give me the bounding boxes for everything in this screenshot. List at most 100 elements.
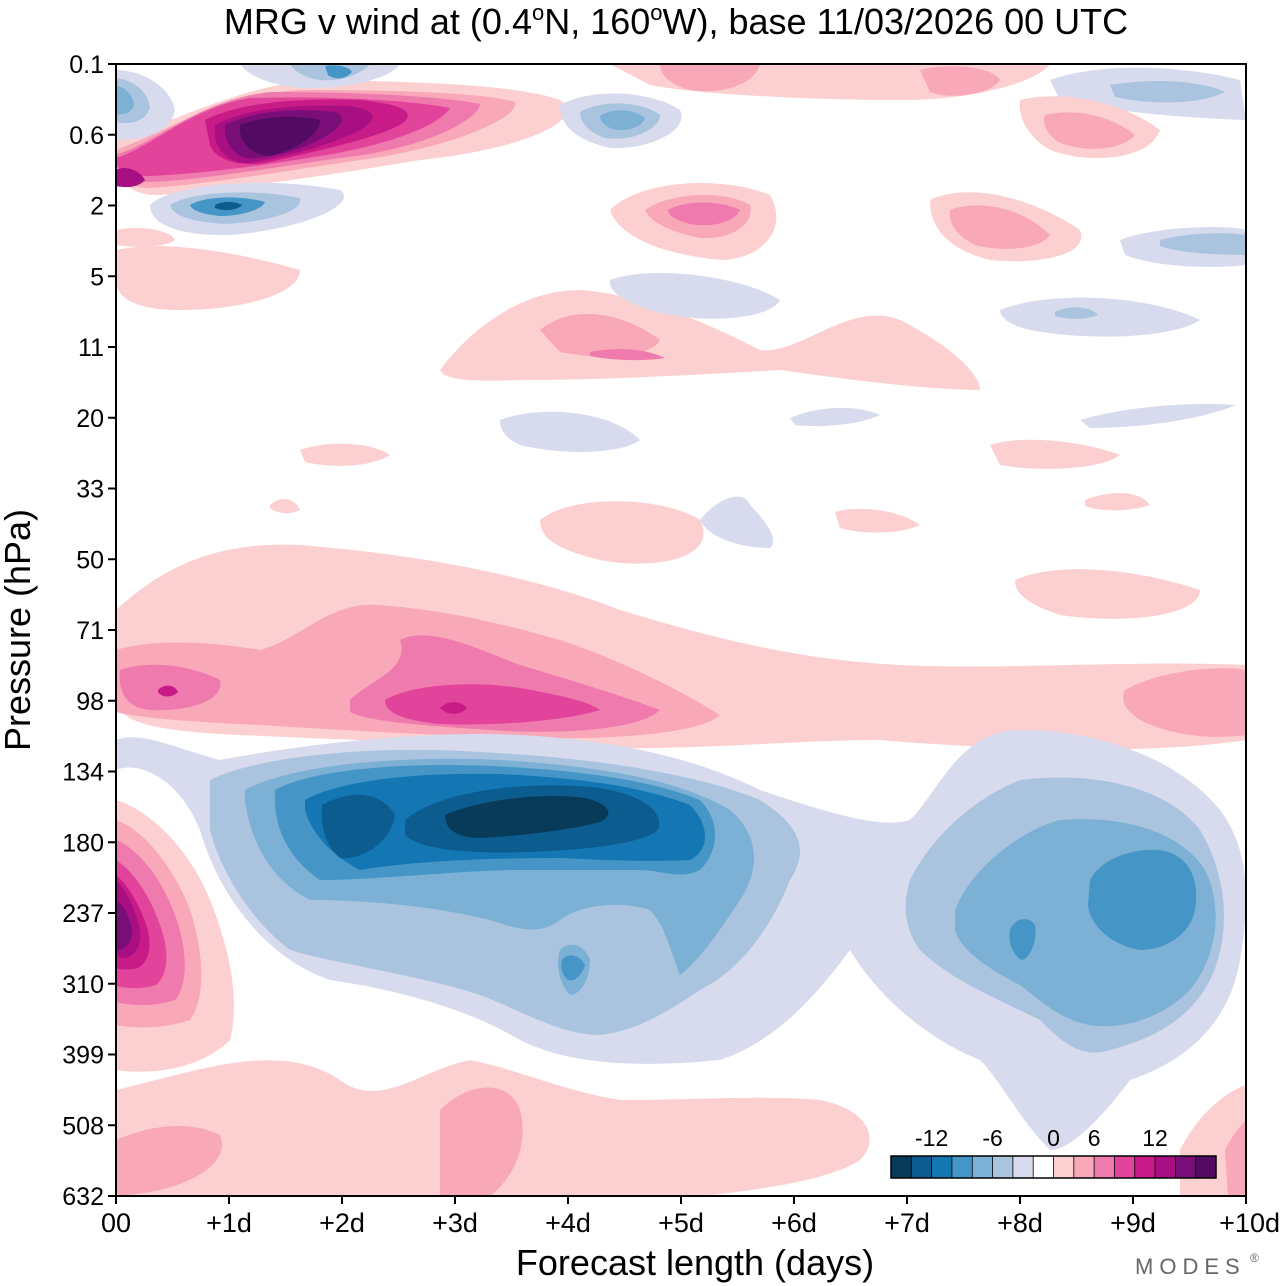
x-tick-label: +9d: [1110, 1208, 1156, 1238]
contour-neg-main-l6: [321, 794, 395, 859]
x-tick-label: +4d: [545, 1208, 591, 1238]
y-tick-label: 0.6: [69, 122, 104, 150]
y-tick-label: 5: [90, 263, 104, 291]
contour-neg-20hpa-right2: [1080, 403, 1236, 428]
x-tick-label: 00: [101, 1208, 131, 1238]
contour-pos-left-0.6hpa: [116, 168, 145, 188]
y-tick-label: 632: [62, 1183, 104, 1211]
colorbar-swatch: [1114, 1156, 1136, 1178]
contour-pos-upper-right-l3: [920, 66, 1000, 96]
contour-neg-2hpa-l4: [215, 202, 242, 211]
contour-pos-33hpa-left: [270, 498, 300, 514]
contour-pos-5-11hpa-l3: [590, 349, 665, 361]
contour-pos-l8: [240, 116, 320, 156]
contour-pos-20hpa-right: [990, 439, 1120, 469]
colorbar-label: 12: [1142, 1125, 1168, 1151]
colorbar-swatch: [992, 1156, 1014, 1178]
contour-neg-11hpa-right-l2: [1055, 307, 1098, 319]
colorbar-label: 0: [1047, 1125, 1060, 1151]
colorbar-swatch: [1175, 1156, 1197, 1178]
colorbar: -12 -6 0 6 12: [890, 1125, 1217, 1179]
y-tick-label: 399: [62, 1042, 104, 1070]
x-tick-label: +5d: [658, 1208, 704, 1238]
colorbar-swatch: [1073, 1156, 1095, 1178]
y-tick-label: 0.1: [69, 51, 104, 79]
colorbar-swatch: [931, 1156, 953, 1178]
contour-neg-upper-left-l3: [116, 85, 134, 115]
y-tick-label: 98: [76, 688, 104, 716]
y-axis-label: Pressure (hPa): [0, 509, 38, 751]
x-tick-label: +2d: [319, 1208, 365, 1238]
contour-pos-mid-right-l2: [1043, 112, 1135, 149]
y-tick-label: 508: [62, 1112, 104, 1140]
contour-neg-5hpa-l1: [609, 272, 780, 319]
colorbar-swatch: [1094, 1156, 1115, 1178]
contour-pos-5-11hpa-l2: [540, 313, 660, 357]
contour-pos-lower-right-l2: [1225, 1120, 1246, 1196]
y-tick-label: 33: [76, 476, 104, 504]
contour-neg-20hpa-right: [790, 407, 880, 427]
chart-title: MRG v wind at (0.4oN, 160oW), base 11/03…: [224, 0, 1128, 42]
y-tick-label: 71: [76, 617, 104, 645]
colorbar-label: -12: [915, 1125, 948, 1151]
contour-pos-2-5hpa-l3: [668, 202, 740, 226]
contour-pos-33hpa-mid: [540, 501, 704, 564]
contour-pos-left-2hpa: [116, 228, 175, 247]
contour-pos-20hpa-mid: [300, 443, 390, 466]
contour-pos-upper-left-5hpa: [116, 246, 300, 310]
contour-pos-98hpa-l2-right: [1123, 668, 1246, 737]
contour-neg-33hpa: [500, 411, 640, 452]
y-tick-label: 11: [78, 334, 104, 362]
colorbar-swatch: [951, 1156, 973, 1178]
x-tick-label: +7d: [884, 1208, 930, 1238]
y-axis: 0.1 0.6 2 5 11 20 33 50 71 98 134 180 237 310 399 508 63…: [62, 51, 116, 1211]
contour-neg-main-l4-right-small: [1009, 918, 1036, 960]
contour-neg-main-l4-right: [1088, 849, 1197, 950]
colorbar-label: -6: [982, 1125, 1002, 1151]
contour-pos-98hpa-l4: [385, 684, 600, 725]
contour-pos-lower-l2: [116, 1125, 222, 1196]
x-tick-label: +8d: [997, 1208, 1043, 1238]
colorbar-swatch: [1155, 1156, 1176, 1178]
contour-pos-98hpa-l5-left: [158, 685, 178, 697]
colorbar-swatch: [1033, 1156, 1054, 1178]
x-tick-label: +3d: [432, 1208, 478, 1238]
contour-pos-left-l7: [116, 900, 132, 950]
colorbar-swatch: [891, 1156, 912, 1178]
colorbar-swatch: [1134, 1156, 1156, 1178]
x-tick-label: +6d: [771, 1208, 817, 1238]
contour-field: [116, 64, 1246, 1196]
contour-pos-98hpa-l5: [440, 702, 467, 714]
contour-neg-upper-l3: [600, 110, 645, 130]
colorbar-swatch: [911, 1156, 933, 1178]
colorbar-swatch: [972, 1156, 994, 1178]
contour-pos-lower-l2b: [440, 1087, 523, 1196]
contour-pos-upper-right-l2: [660, 64, 760, 92]
y-tick-label: 20: [76, 405, 104, 433]
y-tick-label: 310: [62, 971, 104, 999]
contour-neg-11hpa-right: [1000, 297, 1200, 337]
modes-logo: MODES: [1135, 1254, 1246, 1279]
contour-neg-33hpa-mid: [700, 496, 774, 548]
x-tick-label: +10d: [1219, 1208, 1280, 1238]
contour-neg-upper-right-l2: [1110, 80, 1225, 103]
contour-neg-2hpa-right-l2: [1160, 233, 1246, 255]
registered-mark: ®: [1250, 1251, 1259, 1265]
contour-neg-main-l7: [445, 795, 609, 838]
colorbar-swatch: [1195, 1156, 1217, 1178]
contour-pos-50-98hpa-right: [1015, 569, 1200, 619]
contour-pos-8d-2-5hpa-l2: [949, 205, 1050, 249]
contour-neg-top-l3: [325, 65, 352, 79]
colorbar-label: 6: [1088, 1125, 1101, 1151]
y-tick-label: 50: [76, 546, 104, 574]
contour-pos-33hpa-9d: [1085, 493, 1150, 511]
contour-pos-33hpa-7d: [835, 508, 920, 533]
y-tick-label: 2: [90, 193, 104, 221]
colorbar-swatch: [1012, 1156, 1034, 1178]
contour-neg-main-l4-small: [561, 955, 585, 981]
x-axis-label: Forecast length (days): [516, 1242, 874, 1283]
x-tick-label: +1d: [206, 1208, 252, 1238]
colorbar-swatch: [1053, 1156, 1075, 1178]
x-axis: 00 +1d +2d +3d +4d +5d +6d +7d +8d +9d +10d: [101, 1196, 1280, 1238]
